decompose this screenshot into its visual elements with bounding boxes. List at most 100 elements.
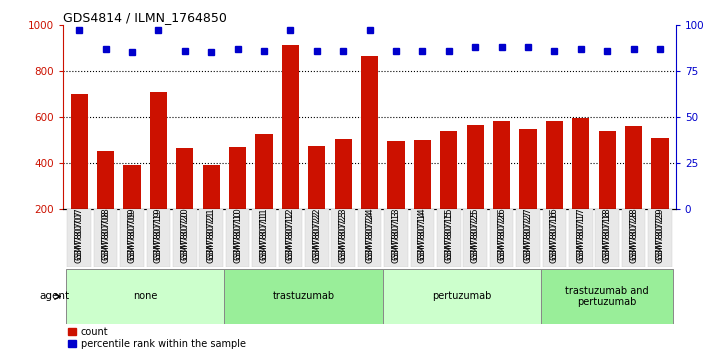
- Bar: [282, 46, 299, 255]
- Text: GSM780722: GSM780722: [313, 208, 321, 261]
- Bar: [651, 138, 669, 255]
- Text: GSM780728: GSM780728: [629, 210, 638, 263]
- FancyBboxPatch shape: [66, 269, 225, 324]
- FancyBboxPatch shape: [648, 209, 672, 267]
- Bar: [361, 56, 378, 255]
- Text: GSM780723: GSM780723: [339, 208, 348, 261]
- Bar: [467, 125, 484, 255]
- FancyBboxPatch shape: [383, 269, 541, 324]
- FancyBboxPatch shape: [226, 209, 249, 267]
- FancyBboxPatch shape: [332, 209, 355, 267]
- FancyBboxPatch shape: [569, 209, 593, 267]
- Text: GSM780708: GSM780708: [101, 208, 110, 261]
- Bar: [625, 126, 642, 255]
- Bar: [70, 94, 88, 255]
- Text: GSM780707: GSM780707: [75, 208, 84, 261]
- Text: trastuzumab: trastuzumab: [272, 291, 334, 302]
- Text: GSM780721: GSM780721: [207, 210, 215, 263]
- Text: GSM780714: GSM780714: [418, 208, 427, 261]
- FancyBboxPatch shape: [225, 269, 383, 324]
- Text: GSM780717: GSM780717: [577, 210, 585, 263]
- Text: GSM780715: GSM780715: [444, 210, 453, 263]
- FancyBboxPatch shape: [305, 209, 329, 267]
- Bar: [97, 152, 114, 255]
- FancyBboxPatch shape: [543, 209, 566, 267]
- Text: GSM780716: GSM780716: [550, 210, 559, 263]
- Bar: [229, 147, 246, 255]
- Text: GSM780729: GSM780729: [655, 208, 665, 260]
- Bar: [334, 139, 352, 255]
- Text: GSM780722: GSM780722: [313, 210, 321, 263]
- Bar: [256, 134, 272, 255]
- Text: GSM780726: GSM780726: [497, 210, 506, 263]
- Legend: count, percentile rank within the sample: count, percentile rank within the sample: [68, 327, 246, 349]
- Text: trastuzumab and
pertuzumab: trastuzumab and pertuzumab: [565, 286, 649, 307]
- FancyBboxPatch shape: [384, 209, 408, 267]
- Text: GSM780721: GSM780721: [207, 208, 215, 261]
- FancyBboxPatch shape: [516, 209, 540, 267]
- Bar: [572, 118, 589, 255]
- Bar: [150, 92, 167, 255]
- Bar: [176, 148, 194, 255]
- FancyBboxPatch shape: [410, 209, 434, 267]
- FancyBboxPatch shape: [199, 209, 223, 267]
- FancyBboxPatch shape: [358, 209, 382, 267]
- Text: GSM780724: GSM780724: [365, 210, 374, 263]
- Text: GSM780712: GSM780712: [286, 210, 295, 263]
- Text: GSM780720: GSM780720: [180, 208, 189, 261]
- Text: GSM780727: GSM780727: [524, 210, 532, 263]
- Bar: [440, 131, 458, 255]
- Text: agent: agent: [39, 291, 70, 302]
- Text: GSM780711: GSM780711: [260, 208, 268, 261]
- FancyBboxPatch shape: [541, 269, 673, 324]
- Text: GSM780719: GSM780719: [154, 208, 163, 260]
- FancyBboxPatch shape: [120, 209, 144, 267]
- Text: GSM780714: GSM780714: [418, 210, 427, 263]
- Text: GSM780725: GSM780725: [471, 210, 479, 263]
- Text: GSM780710: GSM780710: [233, 208, 242, 261]
- Text: GSM780718: GSM780718: [603, 210, 612, 263]
- Text: GSM780718: GSM780718: [603, 208, 612, 261]
- Text: GSM780715: GSM780715: [444, 208, 453, 261]
- FancyBboxPatch shape: [94, 209, 118, 267]
- FancyBboxPatch shape: [146, 209, 170, 267]
- Text: GSM780724: GSM780724: [365, 208, 374, 261]
- FancyBboxPatch shape: [173, 209, 196, 267]
- Text: GSM780707: GSM780707: [75, 210, 84, 263]
- Bar: [123, 165, 141, 255]
- Bar: [387, 141, 405, 255]
- Text: GSM780712: GSM780712: [286, 208, 295, 261]
- Text: GDS4814 / ILMN_1764850: GDS4814 / ILMN_1764850: [63, 11, 227, 24]
- FancyBboxPatch shape: [68, 209, 91, 267]
- Text: GSM780716: GSM780716: [550, 208, 559, 261]
- Bar: [308, 145, 325, 255]
- Text: GSM780727: GSM780727: [524, 208, 532, 261]
- Bar: [493, 121, 510, 255]
- FancyBboxPatch shape: [279, 209, 302, 267]
- Text: none: none: [133, 291, 158, 302]
- Text: GSM780710: GSM780710: [233, 210, 242, 263]
- Bar: [520, 130, 536, 255]
- Bar: [546, 121, 563, 255]
- Text: GSM780709: GSM780709: [127, 208, 137, 260]
- FancyBboxPatch shape: [596, 209, 619, 267]
- Text: GSM780725: GSM780725: [471, 208, 479, 261]
- Text: GSM780729: GSM780729: [655, 210, 665, 263]
- Text: GSM780711: GSM780711: [260, 210, 268, 263]
- FancyBboxPatch shape: [463, 209, 487, 267]
- Text: GSM780708: GSM780708: [101, 210, 110, 263]
- Text: GSM780713: GSM780713: [391, 210, 401, 263]
- Text: GSM780728: GSM780728: [629, 208, 638, 261]
- Text: GSM780713: GSM780713: [391, 208, 401, 261]
- Text: pertuzumab: pertuzumab: [432, 291, 491, 302]
- FancyBboxPatch shape: [622, 209, 646, 267]
- Bar: [414, 140, 431, 255]
- Text: GSM780723: GSM780723: [339, 210, 348, 263]
- FancyBboxPatch shape: [490, 209, 513, 267]
- FancyBboxPatch shape: [252, 209, 276, 267]
- Text: GSM780726: GSM780726: [497, 208, 506, 261]
- Bar: [598, 131, 616, 255]
- Text: GSM780709: GSM780709: [127, 210, 137, 263]
- Text: GSM780717: GSM780717: [577, 208, 585, 261]
- Bar: [203, 165, 220, 255]
